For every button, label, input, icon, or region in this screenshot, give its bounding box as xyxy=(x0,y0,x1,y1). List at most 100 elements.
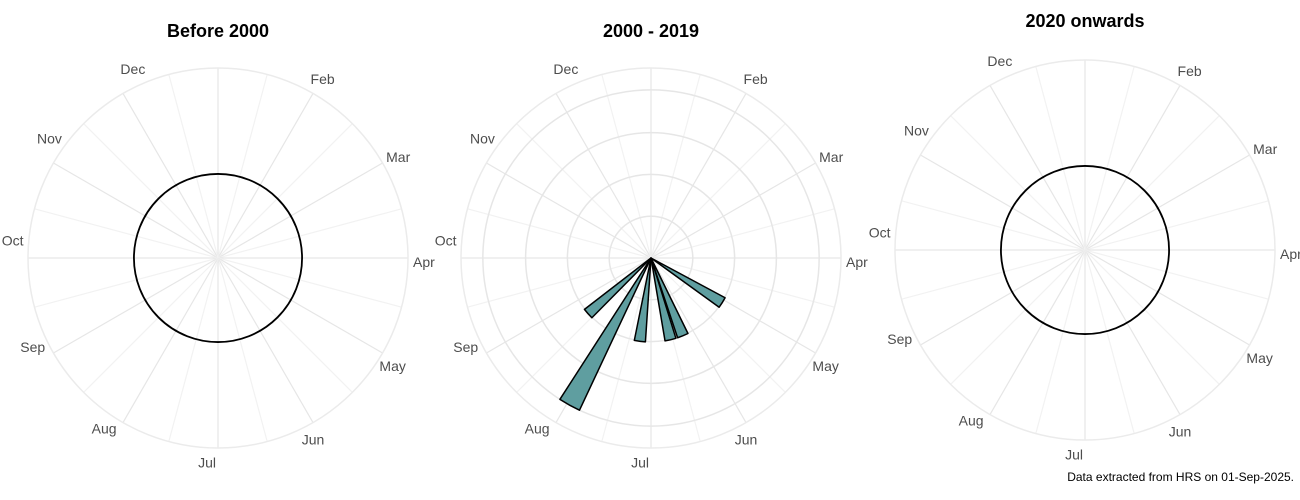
outer-circle xyxy=(27,67,409,449)
x-tick-label: Aug xyxy=(525,420,550,436)
spoke xyxy=(1035,66,1086,251)
spoke xyxy=(83,257,219,393)
spoke xyxy=(650,257,747,423)
outer-circle xyxy=(460,67,842,449)
spoke xyxy=(516,123,652,259)
grid-circle xyxy=(524,131,778,385)
spoke xyxy=(217,257,353,393)
spoke xyxy=(217,257,268,442)
x-tick-label: Aug xyxy=(959,412,984,428)
spoke xyxy=(601,257,652,442)
spoke xyxy=(920,249,1086,346)
grid-circle xyxy=(482,89,820,427)
x-tick-label: Mar xyxy=(819,149,843,165)
spoke xyxy=(467,257,652,308)
spoke xyxy=(168,74,219,259)
spoke xyxy=(122,93,219,259)
spoke xyxy=(989,85,1086,251)
x-tick-label: Feb xyxy=(311,71,335,87)
x-tick-label: Jul xyxy=(198,454,216,470)
x-tick-label: Nov xyxy=(470,130,495,146)
x-tick-label: Apr xyxy=(846,254,868,270)
spoke xyxy=(486,162,652,259)
spoke xyxy=(53,162,219,259)
spoke xyxy=(217,208,402,259)
spoke xyxy=(34,208,219,259)
spoke xyxy=(1084,249,1220,385)
spoke xyxy=(650,162,816,259)
grid-circle xyxy=(608,215,694,301)
polar-chart: Feb Mar Apr May Jun Jul Aug Sep Oct Nov Dec 2000 - … xyxy=(435,21,868,471)
spoke xyxy=(217,93,314,259)
spoke xyxy=(901,249,1086,300)
spoke xyxy=(217,162,383,259)
spoke xyxy=(467,208,652,259)
bar xyxy=(633,257,652,343)
x-tick-label: Mar xyxy=(386,149,410,165)
x-tick-label: Oct xyxy=(869,224,891,240)
spoke xyxy=(555,93,652,259)
spoke xyxy=(950,249,1086,385)
x-tick-label: Sep xyxy=(20,339,45,355)
ring xyxy=(133,173,303,343)
x-tick-label: Oct xyxy=(2,232,24,248)
x-tick-label: Feb xyxy=(1178,63,1202,79)
spoke xyxy=(1084,249,1250,346)
polar-chart: Feb Mar Apr May Jun Jul Aug Sep Oct Nov Dec 2020 on… xyxy=(869,11,1300,463)
spoke xyxy=(53,257,219,354)
x-tick-label: Jun xyxy=(735,431,758,447)
bar xyxy=(650,257,689,339)
polar-chart: Feb Mar Apr May Jun Jul Aug Sep Oct Nov Dec Before … xyxy=(2,21,435,471)
spoke xyxy=(34,257,219,308)
spoke xyxy=(217,257,314,423)
x-tick-label: May xyxy=(812,358,838,374)
spoke xyxy=(920,154,1086,251)
spoke xyxy=(1084,249,1269,300)
x-tick-label: May xyxy=(1246,350,1272,366)
x-tick-label: Apr xyxy=(1280,246,1300,262)
spoke xyxy=(1084,115,1220,251)
chart-title: 2000 - 2019 xyxy=(603,21,699,41)
spoke xyxy=(1084,154,1250,251)
spoke xyxy=(650,208,835,259)
spoke xyxy=(1084,85,1181,251)
x-tick-label: Jun xyxy=(302,431,325,447)
x-tick-label: May xyxy=(379,358,405,374)
x-tick-label: Nov xyxy=(904,122,929,138)
ring xyxy=(1000,165,1170,335)
x-tick-label: Sep xyxy=(453,339,478,355)
spoke xyxy=(650,257,835,308)
x-tick-label: Sep xyxy=(887,331,912,347)
x-tick-label: Dec xyxy=(553,61,578,77)
x-tick-label: Jun xyxy=(1169,423,1192,439)
spoke xyxy=(650,123,786,259)
x-tick-label: Mar xyxy=(1253,141,1277,157)
spoke xyxy=(1084,200,1269,251)
spoke xyxy=(217,74,268,259)
spoke xyxy=(901,200,1086,251)
x-tick-label: Aug xyxy=(92,420,117,436)
outer-circle xyxy=(894,59,1276,441)
x-tick-label: Jul xyxy=(1065,446,1083,462)
spoke xyxy=(650,93,747,259)
spoke xyxy=(486,257,652,354)
spoke xyxy=(1084,66,1135,251)
spoke xyxy=(650,257,786,393)
caption: Data extracted from HRS on 01-Sep-2025. xyxy=(1067,470,1294,484)
spoke xyxy=(168,257,219,442)
spoke xyxy=(217,257,402,308)
x-tick-label: Apr xyxy=(413,254,435,270)
x-tick-label: Dec xyxy=(120,61,145,77)
x-tick-label: Dec xyxy=(987,53,1012,69)
spoke xyxy=(1084,249,1135,434)
x-tick-label: Nov xyxy=(37,130,62,146)
spoke xyxy=(83,123,219,259)
spoke xyxy=(601,74,652,259)
spoke xyxy=(122,257,219,423)
spoke xyxy=(217,257,383,354)
spoke xyxy=(1084,249,1181,415)
x-tick-label: Jul xyxy=(631,454,649,470)
spoke xyxy=(989,249,1086,415)
bar xyxy=(650,257,726,308)
